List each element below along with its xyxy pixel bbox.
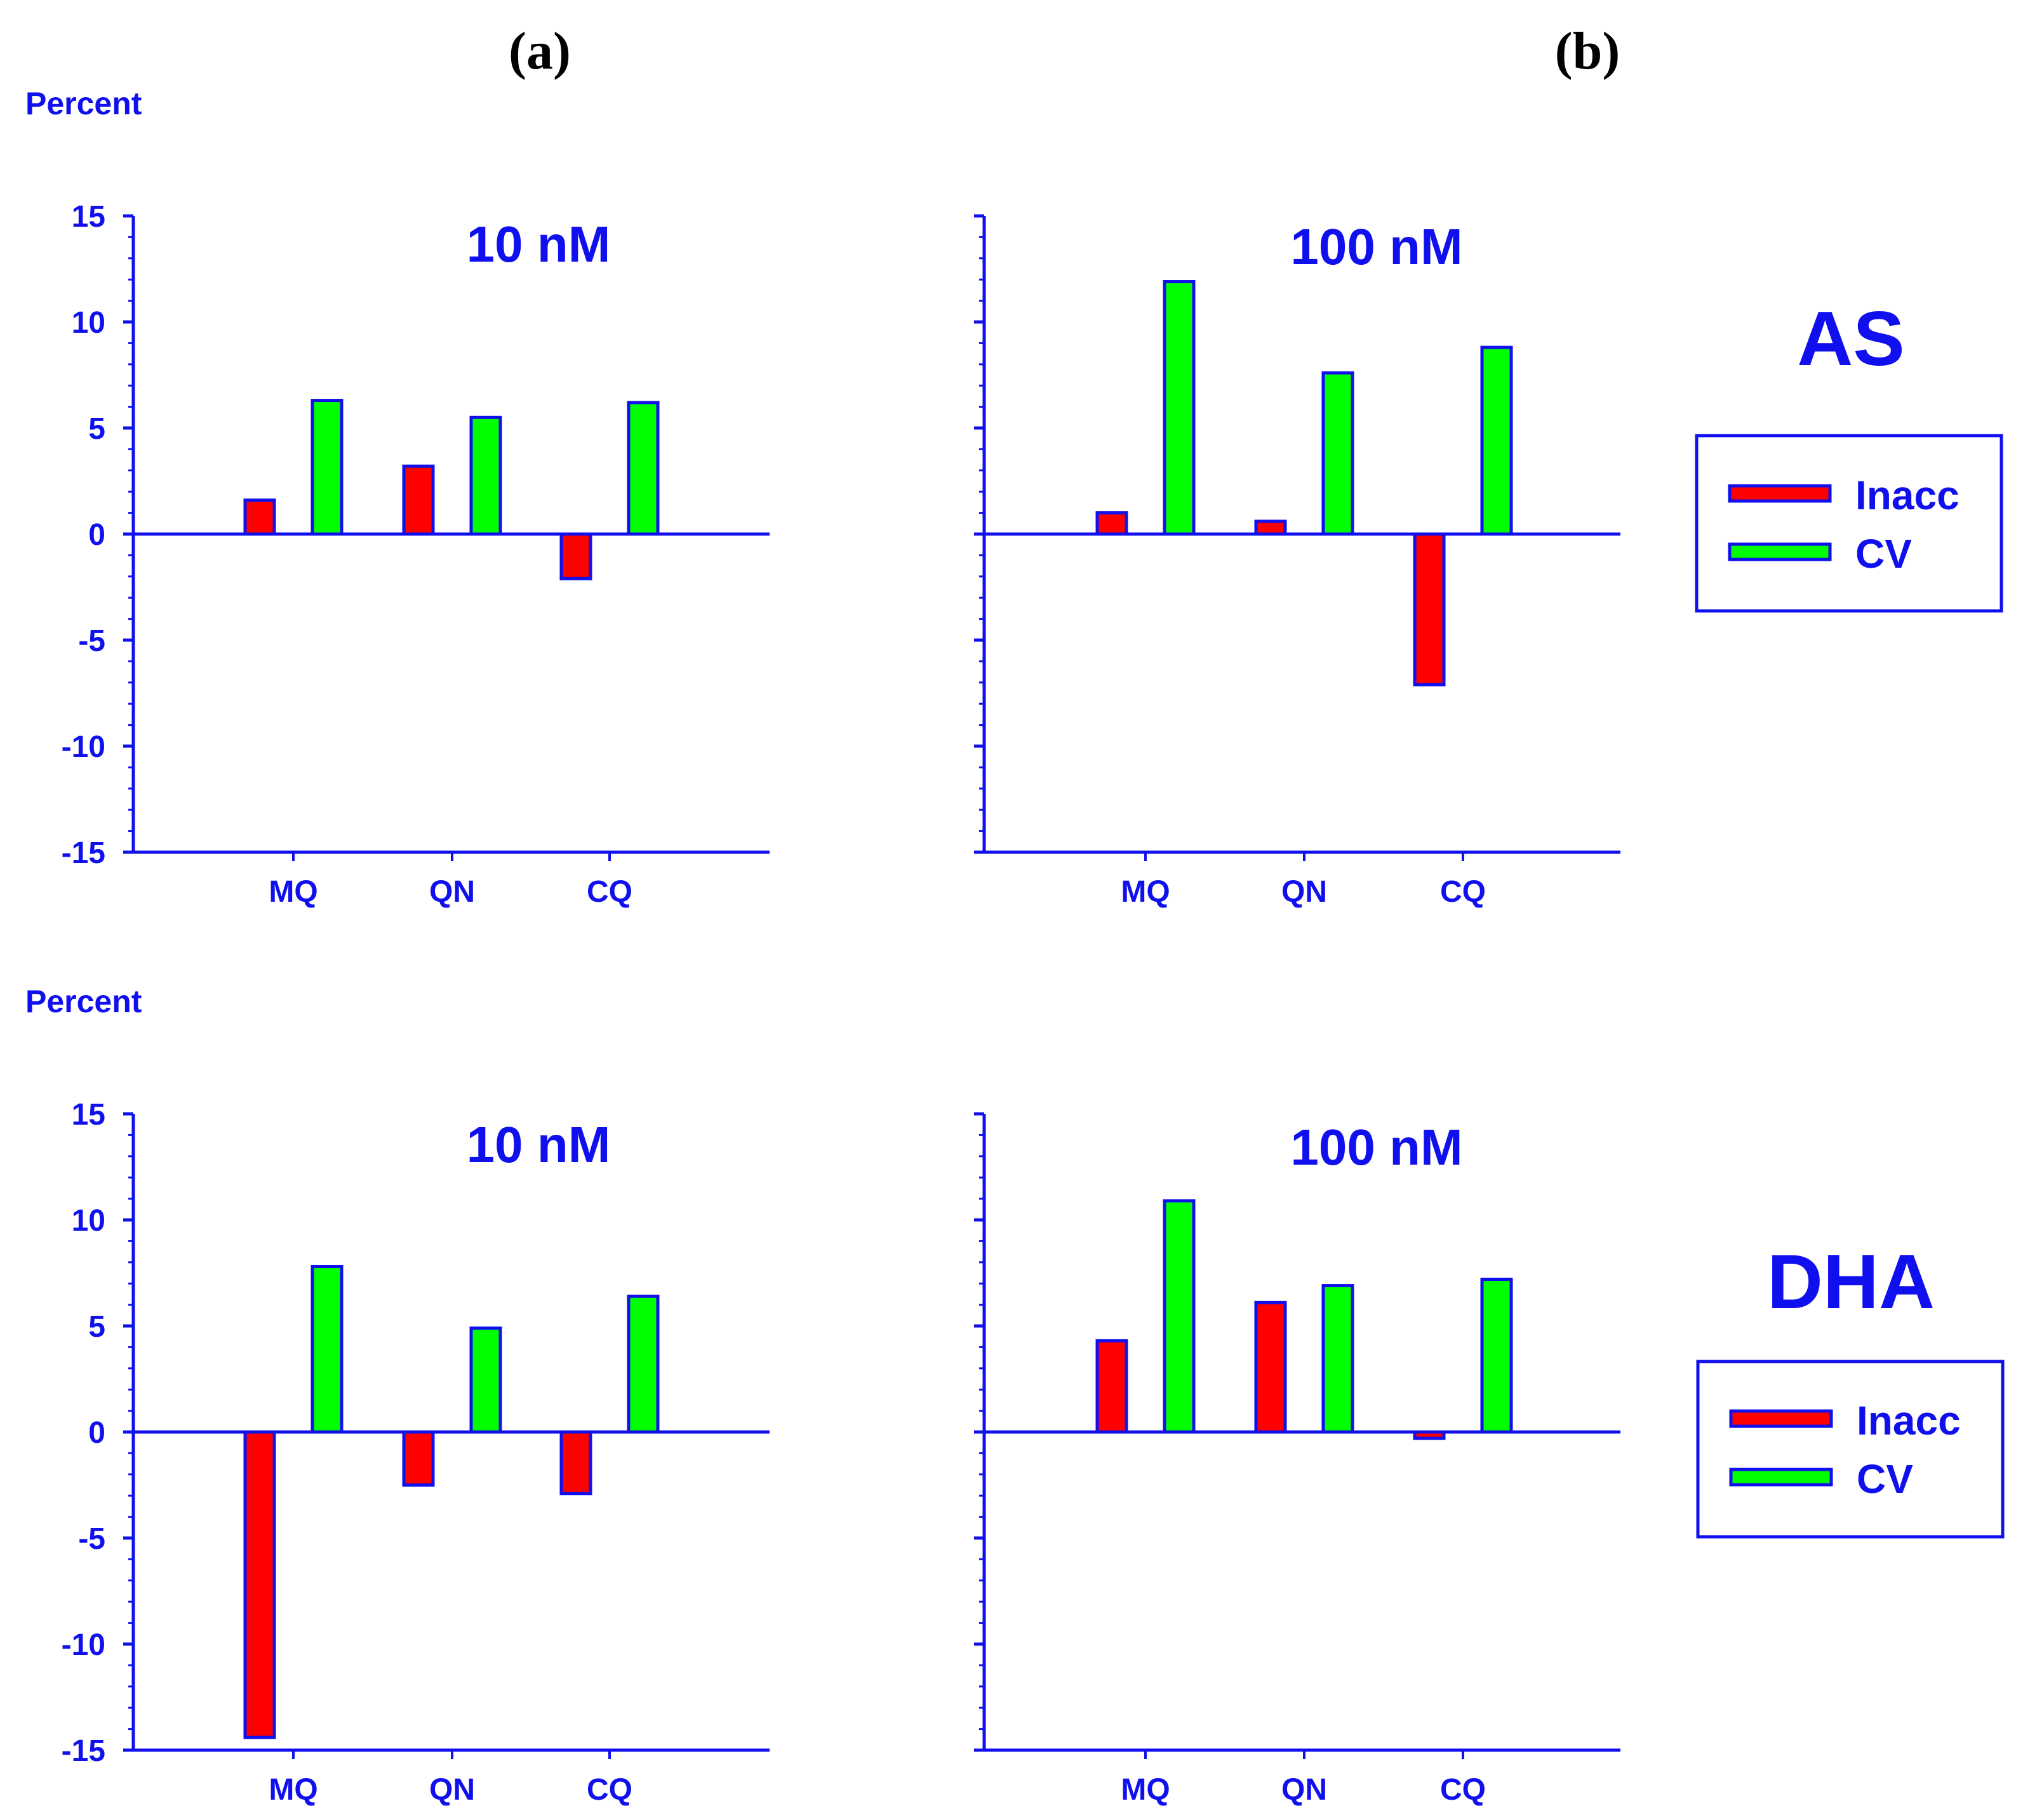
y-tick-label: -5 [78, 624, 105, 658]
y-tick-label: 15 [72, 1098, 105, 1132]
y-axis-label-top: Percent [25, 86, 142, 121]
y-tick-label: 0 [88, 1416, 105, 1450]
y-tick-label: -10 [62, 1628, 105, 1662]
x-tick-label: MQ [1121, 875, 1170, 909]
legend-as: Inacc CV [1695, 434, 2003, 613]
x-tick-label: MQ [269, 875, 317, 909]
chart-title: 100 nM [1290, 218, 1462, 275]
y-tick-label: 10 [72, 1204, 105, 1238]
legend-label-inacc: Inacc [1855, 472, 1960, 518]
x-tick-label: QN [429, 875, 475, 909]
bar-inacc-qn [402, 1430, 435, 1487]
legend-swatch-inacc [1729, 1409, 1833, 1428]
y-tick-label: 5 [88, 412, 105, 446]
x-tick-label: CQ [1440, 875, 1486, 909]
bar-inacc-qn [402, 464, 435, 536]
y-tick-label: 15 [72, 200, 105, 234]
panel-label-a: (a) [509, 22, 571, 81]
chart-title: 10 nM [467, 1116, 611, 1173]
bar-cv-mq [1163, 280, 1196, 536]
bar-inacc-mq [243, 1430, 276, 1739]
x-tick-label: QN [429, 1773, 475, 1807]
y-tick-label: 10 [72, 306, 105, 340]
bar-inacc-cq [1413, 532, 1446, 686]
y-tick-label: -15 [62, 836, 105, 870]
y-tick-label: 5 [88, 1310, 105, 1344]
bar-cv-qn [1321, 371, 1354, 536]
legend-swatch-cv [1728, 542, 1832, 561]
x-tick-label: QN [1281, 875, 1327, 909]
y-tick-label: -5 [78, 1522, 105, 1556]
legend-box [1696, 1360, 2005, 1539]
x-tick-label: MQ [269, 1773, 317, 1807]
bar-cv-cq [1480, 1278, 1513, 1434]
bar-inacc-mq [1095, 1339, 1128, 1434]
x-tick-label: CQ [587, 875, 632, 909]
legend-label-inacc: Inacc [1857, 1398, 1961, 1443]
bar-inacc-qn [1254, 519, 1287, 536]
legend-label-cv: CV [1857, 1456, 1913, 1502]
chart-dha-10nm: 15 10 5 0 -5 -10 -15 MQ QN CQ 10 nM [62, 1098, 770, 1807]
bar-inacc-mq [1095, 511, 1128, 536]
y-tick-label: 0 [88, 518, 105, 552]
bar-inacc-cq [559, 1430, 592, 1495]
legend-dha: Inacc CV [1696, 1360, 2005, 1539]
chart-dha-100nm: MQ QN CQ 100 nM [974, 1112, 1620, 1807]
legend-label-cv: CV [1855, 531, 1912, 577]
bar-cv-mq [310, 399, 344, 536]
x-tick-label: CQ [587, 1773, 632, 1807]
chart-as-100nm: MQ QN CQ 100 nM [974, 214, 1620, 909]
bar-inacc-qn [1254, 1301, 1287, 1434]
y-tick-label: -15 [62, 1734, 105, 1768]
x-tick-label: QN [1281, 1773, 1327, 1807]
panel-label-b: (b) [1555, 22, 1620, 81]
chart-title: 100 nM [1290, 1119, 1462, 1175]
chart-title: 10 nM [467, 216, 611, 272]
bar-cv-cq [627, 401, 660, 536]
bar-cv-qn [1321, 1284, 1354, 1434]
y-tick-label: -10 [62, 730, 105, 764]
y-axis-label-bottom: Percent [25, 984, 142, 1019]
bar-cv-qn [469, 415, 502, 536]
x-tick-label: MQ [1121, 1773, 1170, 1807]
chart-as-10nm: 15 10 5 0 -5 -10 -15 MQ QN CQ 10 nM [62, 200, 770, 909]
bar-cv-cq [1480, 345, 1513, 536]
bar-inacc-mq [243, 498, 276, 536]
drug-label-as: AS [1797, 295, 1904, 382]
legend-box [1695, 434, 2003, 613]
bar-cv-mq [1163, 1199, 1196, 1434]
legend-swatch-inacc [1728, 484, 1832, 503]
bar-cv-cq [627, 1294, 660, 1434]
drug-label-dha: DHA [1767, 1238, 1935, 1325]
x-tick-label: CQ [1440, 1773, 1486, 1807]
bar-cv-mq [310, 1264, 344, 1434]
bar-inacc-cq [559, 532, 592, 580]
bar-cv-qn [469, 1326, 502, 1434]
legend-swatch-cv [1729, 1468, 1833, 1487]
